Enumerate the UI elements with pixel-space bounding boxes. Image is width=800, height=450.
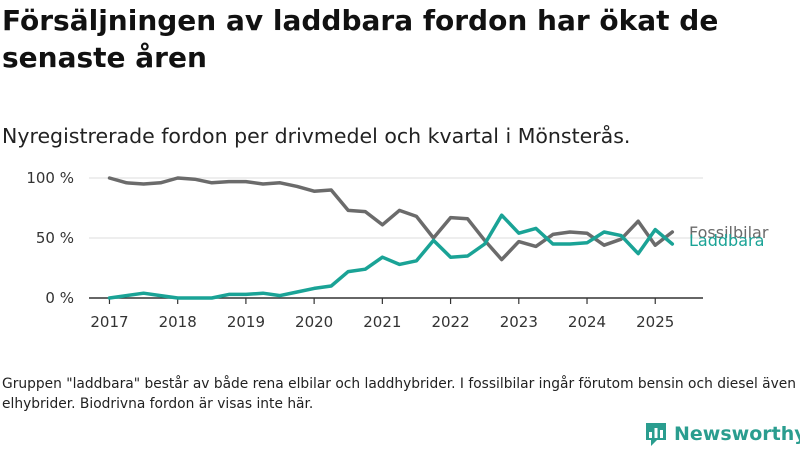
data-point-laddbara: [364, 268, 367, 271]
data-point-fossilbilar: [125, 181, 128, 184]
data-point-laddbara: [449, 256, 452, 259]
data-point-laddbara: [586, 241, 589, 244]
data-point-laddbara: [159, 294, 162, 297]
data-point-fossilbilar: [671, 231, 674, 234]
data-point-fossilbilar: [142, 183, 145, 186]
data-point-laddbara: [398, 263, 401, 266]
data-point-fossilbilar: [193, 178, 196, 181]
x-tick-label: 2024: [568, 313, 606, 331]
data-point-laddbara: [125, 294, 128, 297]
x-tick-label: 2021: [363, 313, 401, 331]
data-point-fossilbilar: [159, 181, 162, 184]
footnote: Gruppen "laddbara" består av både rena e…: [2, 376, 797, 412]
line-chart: 0 % 50 % 100 % 2017 2018 2019 2020 2021 2022 2023…: [26, 169, 769, 331]
data-point-laddbara: [279, 294, 282, 297]
data-point-laddbara: [227, 293, 230, 296]
y-tick-label: 50 %: [36, 229, 74, 247]
x-tick-label: 2023: [500, 313, 538, 331]
data-point-fossilbilar: [603, 244, 606, 247]
data-point-fossilbilar: [517, 240, 520, 243]
data-point-fossilbilar: [210, 181, 213, 184]
data-point-laddbara: [347, 270, 350, 273]
data-point-laddbara: [381, 256, 384, 259]
data-point-laddbara: [432, 239, 435, 242]
data-point-fossilbilar: [500, 258, 503, 261]
data-point-fossilbilar: [568, 231, 571, 234]
series-label-laddbara: Laddbara: [689, 231, 764, 250]
data-point-fossilbilar: [108, 177, 111, 180]
y-tick-label: 0 %: [45, 289, 74, 307]
data-point-laddbara: [637, 252, 640, 255]
x-tick-label: 2025: [636, 313, 674, 331]
bar-chart-icon: [646, 423, 666, 446]
data-point-fossilbilar: [176, 177, 179, 180]
logo-text: Newsworthy: [674, 423, 800, 445]
data-point-fossilbilar: [261, 183, 264, 186]
data-point-fossilbilar: [296, 185, 299, 188]
data-point-laddbara: [671, 243, 674, 246]
data-point-laddbara: [603, 231, 606, 234]
chart-subtitle: Nyregistrerade fordon per drivmedel och …: [2, 124, 631, 148]
series-label-fossilbilar: Fossilbilar: [689, 223, 769, 242]
data-point-fossilbilar: [415, 215, 418, 218]
data-point-fossilbilar: [330, 189, 333, 192]
data-point-laddbara: [108, 297, 111, 300]
x-tick-label: 2019: [227, 313, 265, 331]
x-tick-label: 2022: [431, 313, 469, 331]
data-point-laddbara: [620, 234, 623, 237]
x-tick-label: 2017: [90, 313, 128, 331]
data-point-fossilbilar: [551, 233, 554, 236]
data-point-laddbara: [193, 297, 196, 300]
data-point-laddbara: [500, 214, 503, 217]
newsworthy-logo: Newsworthy: [644, 421, 800, 447]
data-point-fossilbilar: [466, 217, 469, 220]
data-point-fossilbilar: [227, 180, 230, 183]
data-point-laddbara: [654, 228, 657, 231]
data-point-laddbara: [244, 293, 247, 296]
data-point-laddbara: [517, 232, 520, 235]
data-point-laddbara: [466, 255, 469, 258]
data-point-laddbara: [483, 243, 486, 246]
data-point-fossilbilar: [534, 245, 537, 248]
data-point-laddbara: [568, 243, 571, 246]
x-tick-label: 2018: [159, 313, 197, 331]
data-point-fossilbilar: [449, 216, 452, 219]
y-tick-label: 100 %: [26, 169, 74, 187]
data-point-laddbara: [296, 291, 299, 294]
data-point-laddbara: [534, 227, 537, 230]
data-point-laddbara: [415, 259, 418, 262]
chart-title: Försäljningen av laddbara fordon har öka…: [2, 4, 719, 74]
data-point-fossilbilar: [398, 209, 401, 212]
data-point-laddbara: [313, 287, 316, 290]
data-point-fossilbilar: [654, 244, 657, 247]
data-point-laddbara: [176, 297, 179, 300]
data-point-fossilbilar: [637, 220, 640, 223]
data-point-laddbara: [261, 292, 264, 295]
data-point-laddbara: [330, 285, 333, 288]
series-line-fossilbilar: [107, 176, 675, 262]
data-point-fossilbilar: [381, 223, 384, 226]
data-point-laddbara: [210, 297, 213, 300]
data-point-fossilbilar: [279, 181, 282, 184]
data-point-fossilbilar: [586, 232, 589, 235]
data-point-fossilbilar: [347, 209, 350, 212]
data-point-fossilbilar: [244, 180, 247, 183]
data-point-fossilbilar: [364, 210, 367, 213]
data-point-laddbara: [142, 292, 145, 295]
series-line-laddbara: [107, 213, 675, 300]
x-tick-label: 2020: [295, 313, 333, 331]
data-point-laddbara: [551, 243, 554, 246]
data-point-fossilbilar: [313, 190, 316, 193]
